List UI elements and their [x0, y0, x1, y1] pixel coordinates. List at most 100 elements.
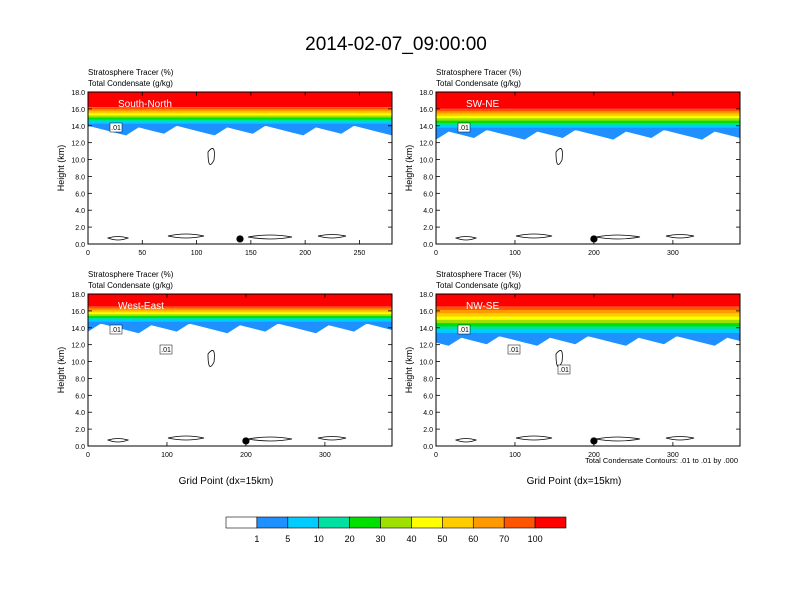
condensate-contour: [665, 436, 695, 441]
colorbar-swatch: [534, 516, 567, 529]
tracer-band-100: [88, 294, 392, 307]
colorbar-swatch: [287, 516, 320, 529]
colorbar-label: 40: [406, 534, 416, 544]
x-tick-label: 0: [86, 452, 90, 459]
y-tick-label: 16.0: [71, 107, 85, 114]
tracer-intrusion: [88, 125, 392, 136]
tracer-band: [88, 123, 392, 127]
tracer-band: [88, 109, 392, 112]
y-tick-label: 0.0: [423, 444, 433, 451]
condensate-contour: [515, 435, 553, 441]
panel-label: NW-SE: [466, 301, 499, 312]
y-tick-label: 12.0: [419, 141, 433, 148]
y-tick-label: 18.0: [71, 292, 85, 299]
colorbar-swatch: [349, 516, 381, 529]
y-axis-label: Height (km): [56, 145, 66, 192]
y-tick-label: 18.0: [419, 292, 433, 299]
y-tick-label: 6.0: [423, 393, 433, 400]
tracer-band: [436, 115, 740, 119]
tracer-band: [436, 309, 740, 314]
y-axis-label: Height (km): [56, 347, 66, 394]
condensate-contour: [247, 234, 293, 240]
panel-nw-se: Stratosphere Tracer (%) Total Condensate …: [404, 270, 741, 487]
panel-south-north: Stratosphere Tracer (%) Total Condensate …: [56, 68, 393, 257]
tracer-band: [436, 127, 740, 131]
y-tick-label: 6.0: [423, 191, 433, 198]
y-tick-label: 12.0: [419, 343, 433, 350]
y-tick-label: 14.0: [71, 124, 85, 131]
tracer-band: [88, 113, 392, 116]
tracer-intrusion: [436, 130, 740, 140]
colorbar-swatch: [380, 516, 412, 529]
condensate-contour: [317, 436, 347, 441]
contour-label: .01: [559, 367, 569, 374]
condensate-contour: [207, 148, 215, 165]
subtitle-condensate: Total Condensate (g/kg): [88, 281, 173, 290]
x-tick-label: 0: [434, 452, 438, 459]
tracer-band: [436, 332, 740, 337]
contour-label: .01: [161, 347, 171, 354]
x-tick-label: 300: [667, 452, 679, 459]
condensate-contour: [595, 436, 641, 442]
tracer-band: [436, 113, 740, 117]
subtitle-tracer: Stratosphere Tracer (%): [88, 270, 174, 279]
colorbar-label: 60: [468, 534, 478, 544]
y-tick-label: 2.0: [423, 427, 433, 434]
panel-frame: [435, 91, 741, 245]
contour-label: .01: [459, 327, 469, 334]
panel-sw-ne: Stratosphere Tracer (%) Total Condensate …: [404, 68, 741, 257]
condensate-contour: [207, 350, 215, 367]
location-marker: [236, 235, 244, 243]
condensate-contour: [454, 236, 478, 241]
contour-label-box: [507, 344, 521, 355]
condensate-contour: [317, 234, 347, 239]
footnote: Total Condensate Contours: .01 to .01 by…: [585, 456, 738, 465]
y-tick-label: 16.0: [71, 309, 85, 316]
x-tick-label: 200: [299, 250, 311, 257]
x-tick-label: 200: [588, 452, 600, 459]
contour-label: .01: [111, 125, 121, 132]
tracer-band-100: [436, 294, 740, 307]
tracer-band: [436, 118, 740, 121]
condensate-contour: [106, 236, 130, 241]
condensate-contour: [555, 148, 563, 165]
panel-label: South-North: [118, 99, 172, 110]
location-marker: [590, 437, 598, 445]
x-tick-label: 300: [667, 250, 679, 257]
y-tick-label: 6.0: [75, 393, 85, 400]
subtitle-condensate: Total Condensate (g/kg): [88, 79, 173, 88]
tracer-band: [88, 117, 392, 120]
condensate-contour: [665, 234, 695, 239]
y-tick-label: 12.0: [71, 343, 85, 350]
panel-west-east: Stratosphere Tracer (%) Total Condensate …: [56, 270, 393, 487]
y-tick-label: 2.0: [423, 225, 433, 232]
y-tick-label: 2.0: [75, 225, 85, 232]
condensate-contour: [106, 438, 130, 443]
y-tick-label: 2.0: [75, 427, 85, 434]
panel-frame: [435, 293, 741, 447]
y-tick-label: 8.0: [423, 376, 433, 383]
tracer-band: [436, 323, 740, 327]
x-tick-label: 200: [240, 452, 252, 459]
subtitle-tracer: Stratosphere Tracer (%): [436, 68, 522, 77]
contour-label: .01: [509, 347, 519, 354]
x-tick-label: 300: [319, 452, 331, 459]
x-tick-label: 250: [354, 250, 366, 257]
tracer-band: [88, 306, 392, 309]
colorbar-swatch: [442, 516, 474, 529]
colorbar-label: 5: [285, 534, 290, 544]
contour-label-box: [159, 344, 173, 355]
y-tick-label: 0.0: [75, 242, 85, 249]
x-tick-label: 50: [138, 250, 146, 257]
colorbar-label: 1: [254, 534, 259, 544]
figure-title: 2014-02-07_09:00:00: [305, 34, 487, 55]
tracer-band: [88, 316, 392, 319]
subtitle-tracer: Stratosphere Tracer (%): [88, 68, 174, 77]
y-axis-label: Height (km): [404, 347, 414, 394]
contour-label-box: [457, 324, 471, 335]
panel-frame: [87, 293, 393, 447]
y-tick-label: 4.0: [423, 208, 433, 215]
tracer-band: [88, 319, 392, 322]
x-tick-label: 100: [191, 250, 203, 257]
